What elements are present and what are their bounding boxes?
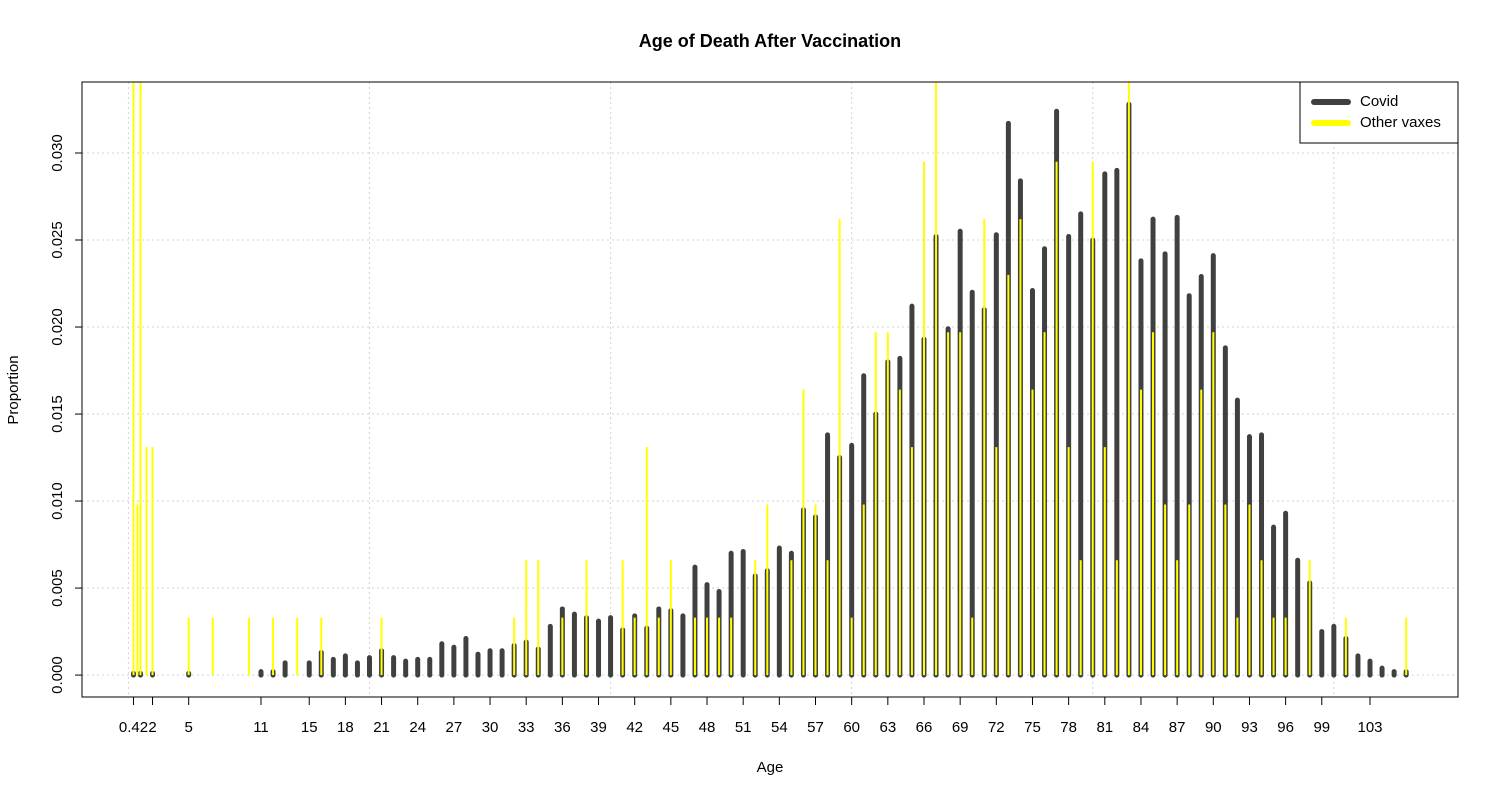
legend-label: Other vaxes [1360, 114, 1441, 131]
x-tick-label: 39 [590, 719, 607, 736]
x-tick-label: 84 [1133, 719, 1150, 736]
x-tick-label: 21 [373, 719, 390, 736]
x-tick-label: 99 [1313, 719, 1330, 736]
x-tick-label: 48 [699, 719, 716, 736]
x-tick-label: 87 [1169, 719, 1186, 736]
y-axis-label: Proportion [5, 355, 22, 424]
grid [82, 82, 1458, 697]
x-tick-label: 96 [1277, 719, 1294, 736]
legend-label: Covid [1360, 93, 1398, 110]
y-tick-label: 0.000 [49, 656, 66, 694]
legend: Covid Other vaxes [1299, 81, 1459, 144]
y-tick-label: 0.015 [49, 395, 66, 433]
x-tick-label: 42 [626, 719, 643, 736]
plot-frame [81, 81, 1459, 698]
y-tick-label: 0.025 [49, 221, 66, 259]
x-tick-label: 57 [807, 719, 824, 736]
y-tick-label: 0.030 [49, 134, 66, 172]
x-tick-label: 36 [554, 719, 571, 736]
x-tick-label: 0.42 [119, 719, 148, 736]
x-tick-label: 18 [337, 719, 354, 736]
x-tick-label: 24 [409, 719, 426, 736]
x-tick-label: 15 [301, 719, 318, 736]
x-tick-label: 81 [1096, 719, 1113, 736]
x-tick-label: 33 [518, 719, 535, 736]
x-axis-label: Age [757, 759, 784, 776]
y-tick-label: 0.010 [49, 482, 66, 520]
y-tick-label: 0.020 [49, 308, 66, 346]
x-tick-label: 72 [988, 719, 1005, 736]
x-tick-label: 78 [1060, 719, 1077, 736]
x-tick-label: 66 [916, 719, 933, 736]
chart-title: Age of Death After Vaccination [639, 31, 901, 51]
x-tick-label: 90 [1205, 719, 1222, 736]
x-tick-label: 11 [253, 719, 269, 736]
plot-area [130, 82, 1409, 678]
x-tick-label: 27 [446, 719, 463, 736]
x-tick-label: 63 [879, 719, 896, 736]
x-tick-label: 51 [735, 719, 752, 736]
x-tick-label: 75 [1024, 719, 1041, 736]
legend-box [1299, 81, 1459, 144]
x-tick-label: 103 [1357, 719, 1382, 736]
x-tick-label: 69 [952, 719, 969, 736]
x-tick-label: 45 [663, 719, 680, 736]
x-tick-label: 2 [148, 719, 156, 736]
x-tick-label: 60 [843, 719, 860, 736]
x-tick-label: 30 [482, 719, 499, 736]
y-tick-label: 0.005 [49, 569, 66, 607]
x-tick-label: 54 [771, 719, 788, 736]
x-tick-label: 5 [185, 719, 193, 736]
x-tick-label: 93 [1241, 719, 1258, 736]
